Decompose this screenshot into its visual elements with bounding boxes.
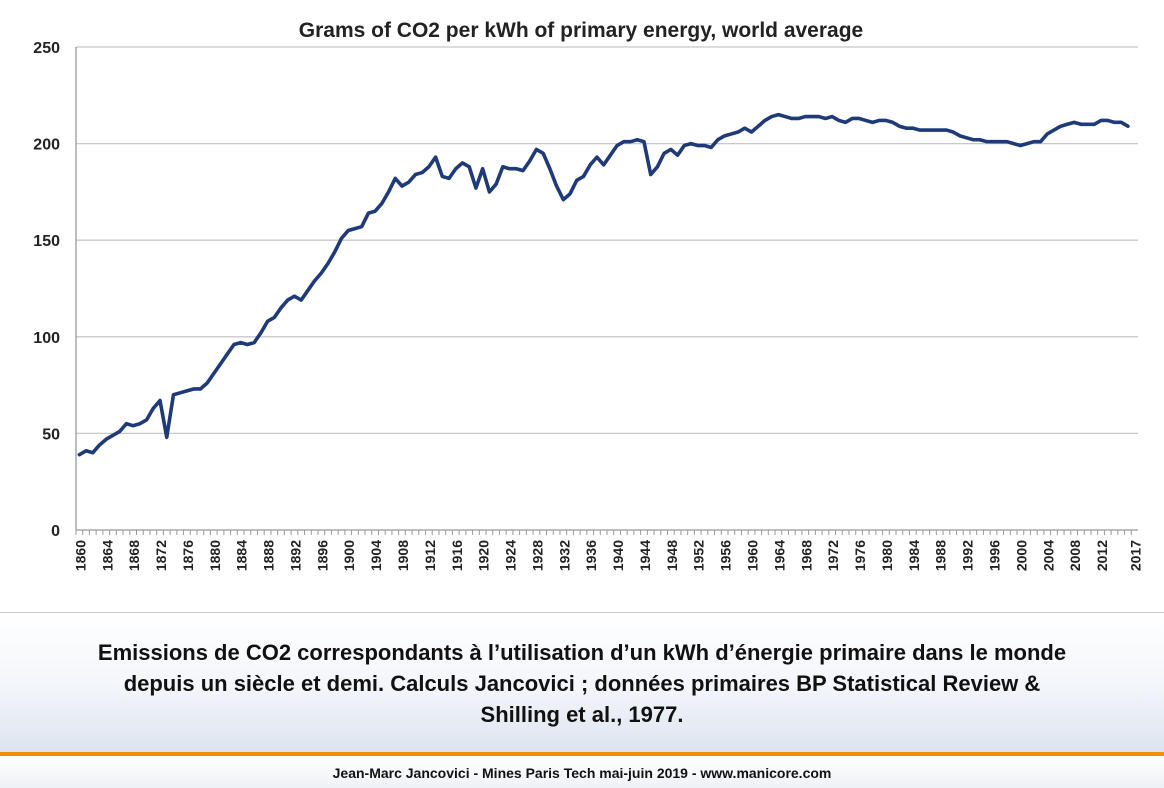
x-tick-label: 1948: [664, 540, 680, 571]
x-tick-label: 1940: [610, 540, 626, 571]
x-tick-label: 1936: [583, 540, 599, 571]
x-tick-label: 2008: [1067, 540, 1083, 571]
footer-panel: Jean-Marc Jancovici - Mines Paris Tech m…: [0, 756, 1164, 788]
x-tick-label: 1872: [153, 540, 169, 571]
x-tick-label: 1900: [341, 540, 357, 571]
x-tick-label: 1992: [960, 540, 976, 571]
x-tick-labels: 1860 1864 1868 1872 1876 1880 1884 1888 1892 1896…: [72, 540, 1143, 571]
x-tick-label: 1896: [314, 540, 330, 571]
x-tick-label: 1988: [933, 540, 949, 571]
y-tick-labels: 0 50 100 150 200 250: [33, 40, 60, 540]
x-tick-label: 2000: [1013, 540, 1029, 571]
line-chart: Grams of CO2 per kWh of primary energy, …: [33, 19, 1143, 571]
series-layer: [77, 112, 1130, 457]
x-tick-label: 1864: [99, 540, 115, 571]
footer-credit: Jean-Marc Jancovici - Mines Paris Tech m…: [332, 765, 832, 781]
y-tick-label: 100: [33, 330, 60, 347]
x-tick-label: 1912: [422, 540, 438, 571]
x-tick-marks: [75, 530, 1132, 535]
x-tick-label: 1968: [798, 540, 814, 571]
x-tick-label: 1960: [745, 540, 761, 571]
x-tick-label: 2017: [1128, 540, 1144, 571]
x-tick-label: 1984: [906, 540, 922, 571]
series-line-0: [77, 112, 1130, 457]
x-tick-label: 1964: [771, 540, 787, 571]
x-tick-label: 1932: [556, 540, 572, 571]
x-tick-label: 1972: [825, 540, 841, 571]
x-tick-label: 1920: [476, 540, 492, 571]
y-tick-label: 0: [51, 523, 60, 540]
x-tick-label: 1908: [395, 540, 411, 571]
x-tick-label: 1888: [261, 540, 277, 571]
x-tick-label: 1916: [449, 540, 465, 571]
y-tick-label: 200: [33, 137, 60, 154]
x-tick-label: 1996: [986, 540, 1002, 571]
x-tick-label: 1860: [72, 540, 88, 571]
x-tick-label: 1952: [691, 540, 707, 571]
caption-line-1: Emissions de CO2 correspondants à l’util…: [97, 640, 1067, 665]
x-tick-label: 1880: [207, 540, 223, 571]
axes: [75, 47, 1138, 535]
y-tick-label: 150: [33, 233, 60, 250]
y-tick-label: 250: [33, 40, 60, 57]
x-tick-label: 1956: [718, 540, 734, 571]
caption-line-2: depuis un siècle et demi. Calculs Jancov…: [123, 671, 1041, 696]
caption-panel: Emissions de CO2 correspondants à l’util…: [0, 613, 1164, 752]
x-tick-label: 1876: [180, 540, 196, 571]
x-tick-label: 1904: [368, 540, 384, 571]
gridlines: [76, 46, 1138, 435]
x-tick-label: 1884: [234, 540, 250, 571]
footer-divider: [0, 752, 1164, 756]
x-tick-label: 1868: [126, 540, 142, 571]
caption-line-3: Shilling et al., 1977.: [480, 702, 684, 727]
y-tick-label: 50: [42, 426, 60, 443]
chart-panel: Grams of CO2 per kWh of primary energy, …: [0, 19, 1164, 613]
x-tick-label: 1924: [503, 540, 519, 571]
x-tick-label: 1944: [637, 540, 653, 571]
x-tick-label: 1976: [852, 540, 868, 571]
x-tick-label: 1892: [287, 540, 303, 571]
x-tick-label: 1928: [529, 540, 545, 571]
x-tick-label: 2012: [1094, 540, 1110, 571]
x-tick-label: 1980: [879, 540, 895, 571]
chart-title: Grams of CO2 per kWh of primary energy, …: [299, 19, 863, 42]
x-tick-label: 2004: [1040, 540, 1056, 571]
chart-caption: Emissions de CO2 correspondants à l’util…: [0, 637, 1164, 730]
